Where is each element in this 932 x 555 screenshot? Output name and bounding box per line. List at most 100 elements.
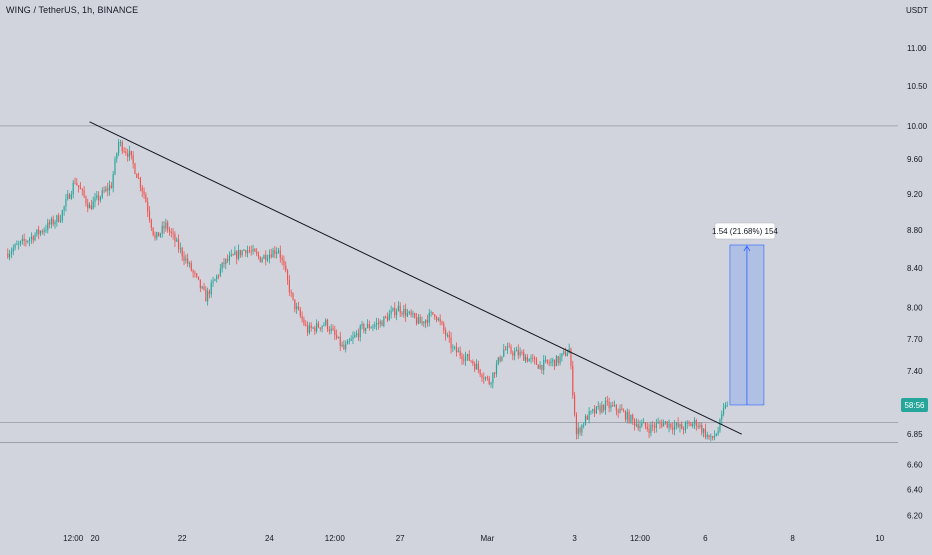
- candle: [490, 381, 492, 388]
- candle: [296, 302, 298, 314]
- candle: [608, 397, 610, 413]
- y-tick-label: 8.00: [907, 304, 923, 313]
- trendline-layer[interactable]: [89, 121, 742, 435]
- candle: [448, 330, 450, 343]
- candle: [499, 355, 501, 363]
- candle: [187, 253, 189, 267]
- candle: [68, 192, 71, 200]
- candle: [450, 331, 452, 354]
- candle: [118, 138, 120, 157]
- trendline[interactable]: [89, 121, 742, 435]
- candle: [519, 347, 521, 358]
- candle: [323, 322, 325, 327]
- candle: [107, 182, 109, 197]
- candle: [381, 320, 383, 327]
- candle: [512, 350, 514, 361]
- candle: [488, 375, 490, 386]
- time-axis-bg: [0, 527, 932, 550]
- candle: [345, 340, 347, 353]
- candle: [472, 359, 474, 366]
- candle: [272, 247, 274, 258]
- candle: [368, 320, 370, 331]
- candle: [223, 258, 225, 268]
- y-tick-label: 6.60: [907, 460, 923, 469]
- candle: [717, 426, 719, 436]
- candle: [712, 435, 714, 441]
- candle: [559, 353, 561, 366]
- candle: [394, 302, 396, 319]
- candle: [668, 419, 670, 433]
- y-tick-label: 9.60: [907, 155, 923, 164]
- candle: [148, 206, 151, 223]
- candle: [644, 421, 647, 430]
- candle: [56, 214, 58, 227]
- candle: [704, 423, 706, 440]
- candle: [301, 311, 303, 323]
- candle: [492, 372, 494, 389]
- candle: [52, 215, 54, 227]
- candle: [470, 360, 472, 363]
- candle: [590, 410, 592, 415]
- candle: [54, 219, 56, 229]
- candle: [675, 421, 677, 430]
- candle: [419, 314, 421, 324]
- x-tick-label: 22: [178, 534, 187, 543]
- time-axis[interactable]: 12:00 20 22 24 12:00 27 Mar 3 12:00 6 8 10: [0, 527, 932, 550]
- candle: [34, 232, 36, 242]
- candle: [554, 359, 556, 370]
- candle: [377, 318, 379, 330]
- candle: [167, 220, 169, 233]
- candle: [201, 285, 203, 290]
- candle: [417, 313, 419, 325]
- candle: [661, 419, 663, 429]
- candle: [494, 371, 496, 379]
- candle: [506, 342, 508, 355]
- candle: [134, 162, 136, 175]
- candle: [624, 410, 627, 423]
- candle: [356, 330, 358, 338]
- candle: [617, 408, 619, 418]
- candle: [165, 218, 167, 232]
- candle: [352, 331, 354, 344]
- candle: [297, 301, 300, 311]
- candle: [474, 361, 476, 372]
- candle: [637, 419, 639, 431]
- candle: [526, 354, 528, 363]
- candle: [503, 343, 505, 358]
- candle: [375, 317, 378, 331]
- measure-label: 1.54 (21.68%) 154: [712, 227, 778, 236]
- candle: [245, 249, 247, 257]
- candle: [261, 256, 263, 264]
- candle: [664, 420, 667, 425]
- candle: [643, 418, 645, 424]
- candle: [361, 320, 363, 330]
- candle: [170, 228, 172, 238]
- candle: [317, 320, 320, 329]
- y-tick-label: 6.85: [907, 430, 923, 439]
- candle: [265, 250, 267, 266]
- candle: [85, 195, 87, 207]
- candle: [425, 319, 427, 329]
- candle: [74, 177, 76, 185]
- candle: [593, 404, 596, 418]
- candle: [207, 287, 209, 306]
- horizontal-levels: [0, 125, 898, 443]
- x-tick-label: 27: [396, 534, 405, 543]
- candle: [534, 355, 536, 365]
- candle: [312, 326, 314, 330]
- candle: [410, 309, 412, 318]
- candle: [132, 151, 134, 169]
- candle: [657, 417, 659, 424]
- candle: [214, 278, 216, 282]
- candle: [544, 355, 547, 364]
- candle: [721, 410, 723, 425]
- candle: [357, 328, 360, 341]
- x-tick-label: 8: [790, 534, 795, 543]
- candle: [383, 316, 385, 328]
- candle: [497, 357, 499, 366]
- candle: [241, 249, 243, 258]
- price-axis[interactable]: 11.00 10.50 10.00 9.60 9.20 8.80 8.40 8.00 7.70 7…: [898, 0, 932, 550]
- measure-tool[interactable]: 1.54 (21.68%) 154: [712, 222, 778, 406]
